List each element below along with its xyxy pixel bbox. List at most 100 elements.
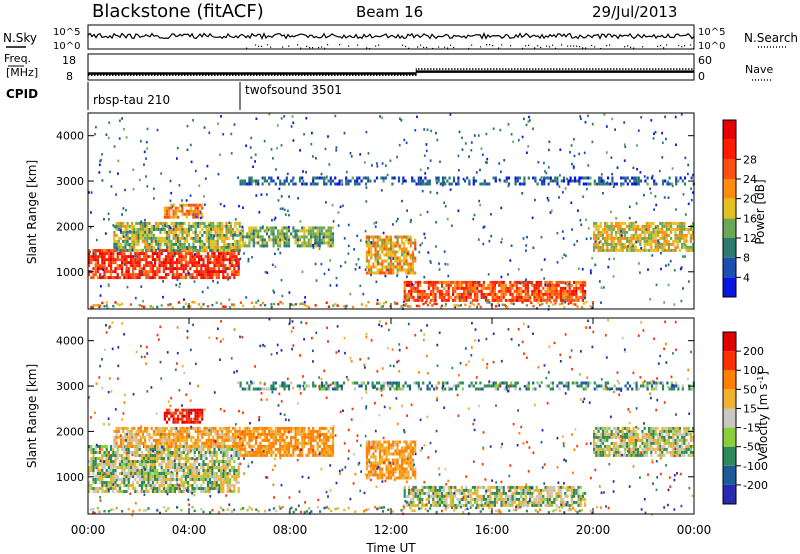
echo-cell [387,241,390,245]
echo-cell [181,230,184,234]
echo-cell [90,448,93,451]
echo-cell [222,457,225,460]
echo-cell [432,298,435,302]
echo-cell [303,182,306,186]
echo-cell [447,298,450,302]
echo-cell [479,182,482,186]
echo-cell [144,227,147,231]
noise-cell [409,220,412,224]
nave-dot [100,74,102,76]
echo-cell [195,469,198,472]
echo-cell [529,295,532,299]
echo-cell [189,267,192,271]
noise-cell [349,292,352,296]
noise-cell [339,265,342,268]
echo-cell [233,252,236,256]
echo-cell [139,435,142,439]
echo-cell [223,248,226,252]
echo-cell [665,221,668,225]
echo-cell [180,267,183,271]
echo-cell [177,429,180,433]
noise-cell [565,298,568,301]
noise-cell [600,286,603,289]
echo-cell [198,270,201,274]
echo-cell [272,235,275,239]
noise-cell [222,133,225,136]
echo-cell [190,224,193,228]
echo-cell [179,239,182,243]
echo-cell [190,438,193,442]
echo-cell [210,426,213,430]
echo-cell [143,267,146,271]
echo-cell [210,441,213,445]
noise-cell [201,290,204,294]
echo-cell [115,233,118,237]
echo-cell [425,280,428,284]
echo-cell [213,484,216,487]
echo-cell [424,176,427,180]
echo-cell [237,481,240,484]
echo-cell [179,221,182,225]
noise-cell [113,145,116,148]
echo-cell [564,289,567,293]
noise-cell [486,157,489,161]
noise-cell [649,187,651,190]
echo-cell [122,233,125,237]
echo-cell [630,233,633,237]
echo-cell [176,487,179,490]
ground-cell [569,301,572,304]
echo-cell [169,475,172,478]
ground-cell [270,305,273,309]
echo-cell [270,229,273,233]
echo-cell [513,295,516,299]
ground-cell [473,303,476,307]
echo-cell [504,292,507,296]
nave-dot [400,74,402,76]
echo-cell [537,283,540,287]
echo-cell [412,295,415,299]
echo-cell [543,176,546,180]
echo-cell [195,460,198,463]
echo-cell [110,457,113,460]
noise-cell [550,209,553,212]
ground-cell [404,302,407,306]
echo-cell [92,487,95,490]
echo-cell [127,472,130,475]
echo-cell [169,466,172,469]
noise-cell [590,271,592,275]
echo-cell [367,271,371,275]
noise-cell [199,211,202,214]
echo-cell [606,242,609,246]
echo-cell [410,292,413,296]
echo-cell [146,233,149,237]
echo-cell [101,481,104,484]
echo-cell [381,259,384,263]
echo-cell [298,179,302,183]
echo-cell [92,478,95,481]
echo-cell [116,451,119,454]
echo-cell [177,224,180,228]
echo-cell [133,435,136,439]
echo-cell [229,221,232,225]
echo-cell [303,229,306,233]
noise-cell [661,141,664,144]
noise-cell [164,224,166,227]
ground-cell [94,304,97,307]
echo-cell [217,258,220,262]
echo-cell [90,258,93,262]
echo-cell [181,438,184,442]
echo-cell [259,235,262,239]
echo-cell [465,295,468,299]
noise-cell [255,194,258,197]
echo-cell [599,248,602,252]
noise-cell [675,143,677,146]
echo-cell [551,289,554,293]
echo-cell [110,466,113,469]
echo-cell [110,448,113,451]
echo-cell [405,253,408,257]
echo-cell [217,484,220,487]
echo-cell [513,283,516,287]
echo-cell [443,298,446,302]
echo-cell [587,176,590,180]
ground-cell [545,301,548,305]
